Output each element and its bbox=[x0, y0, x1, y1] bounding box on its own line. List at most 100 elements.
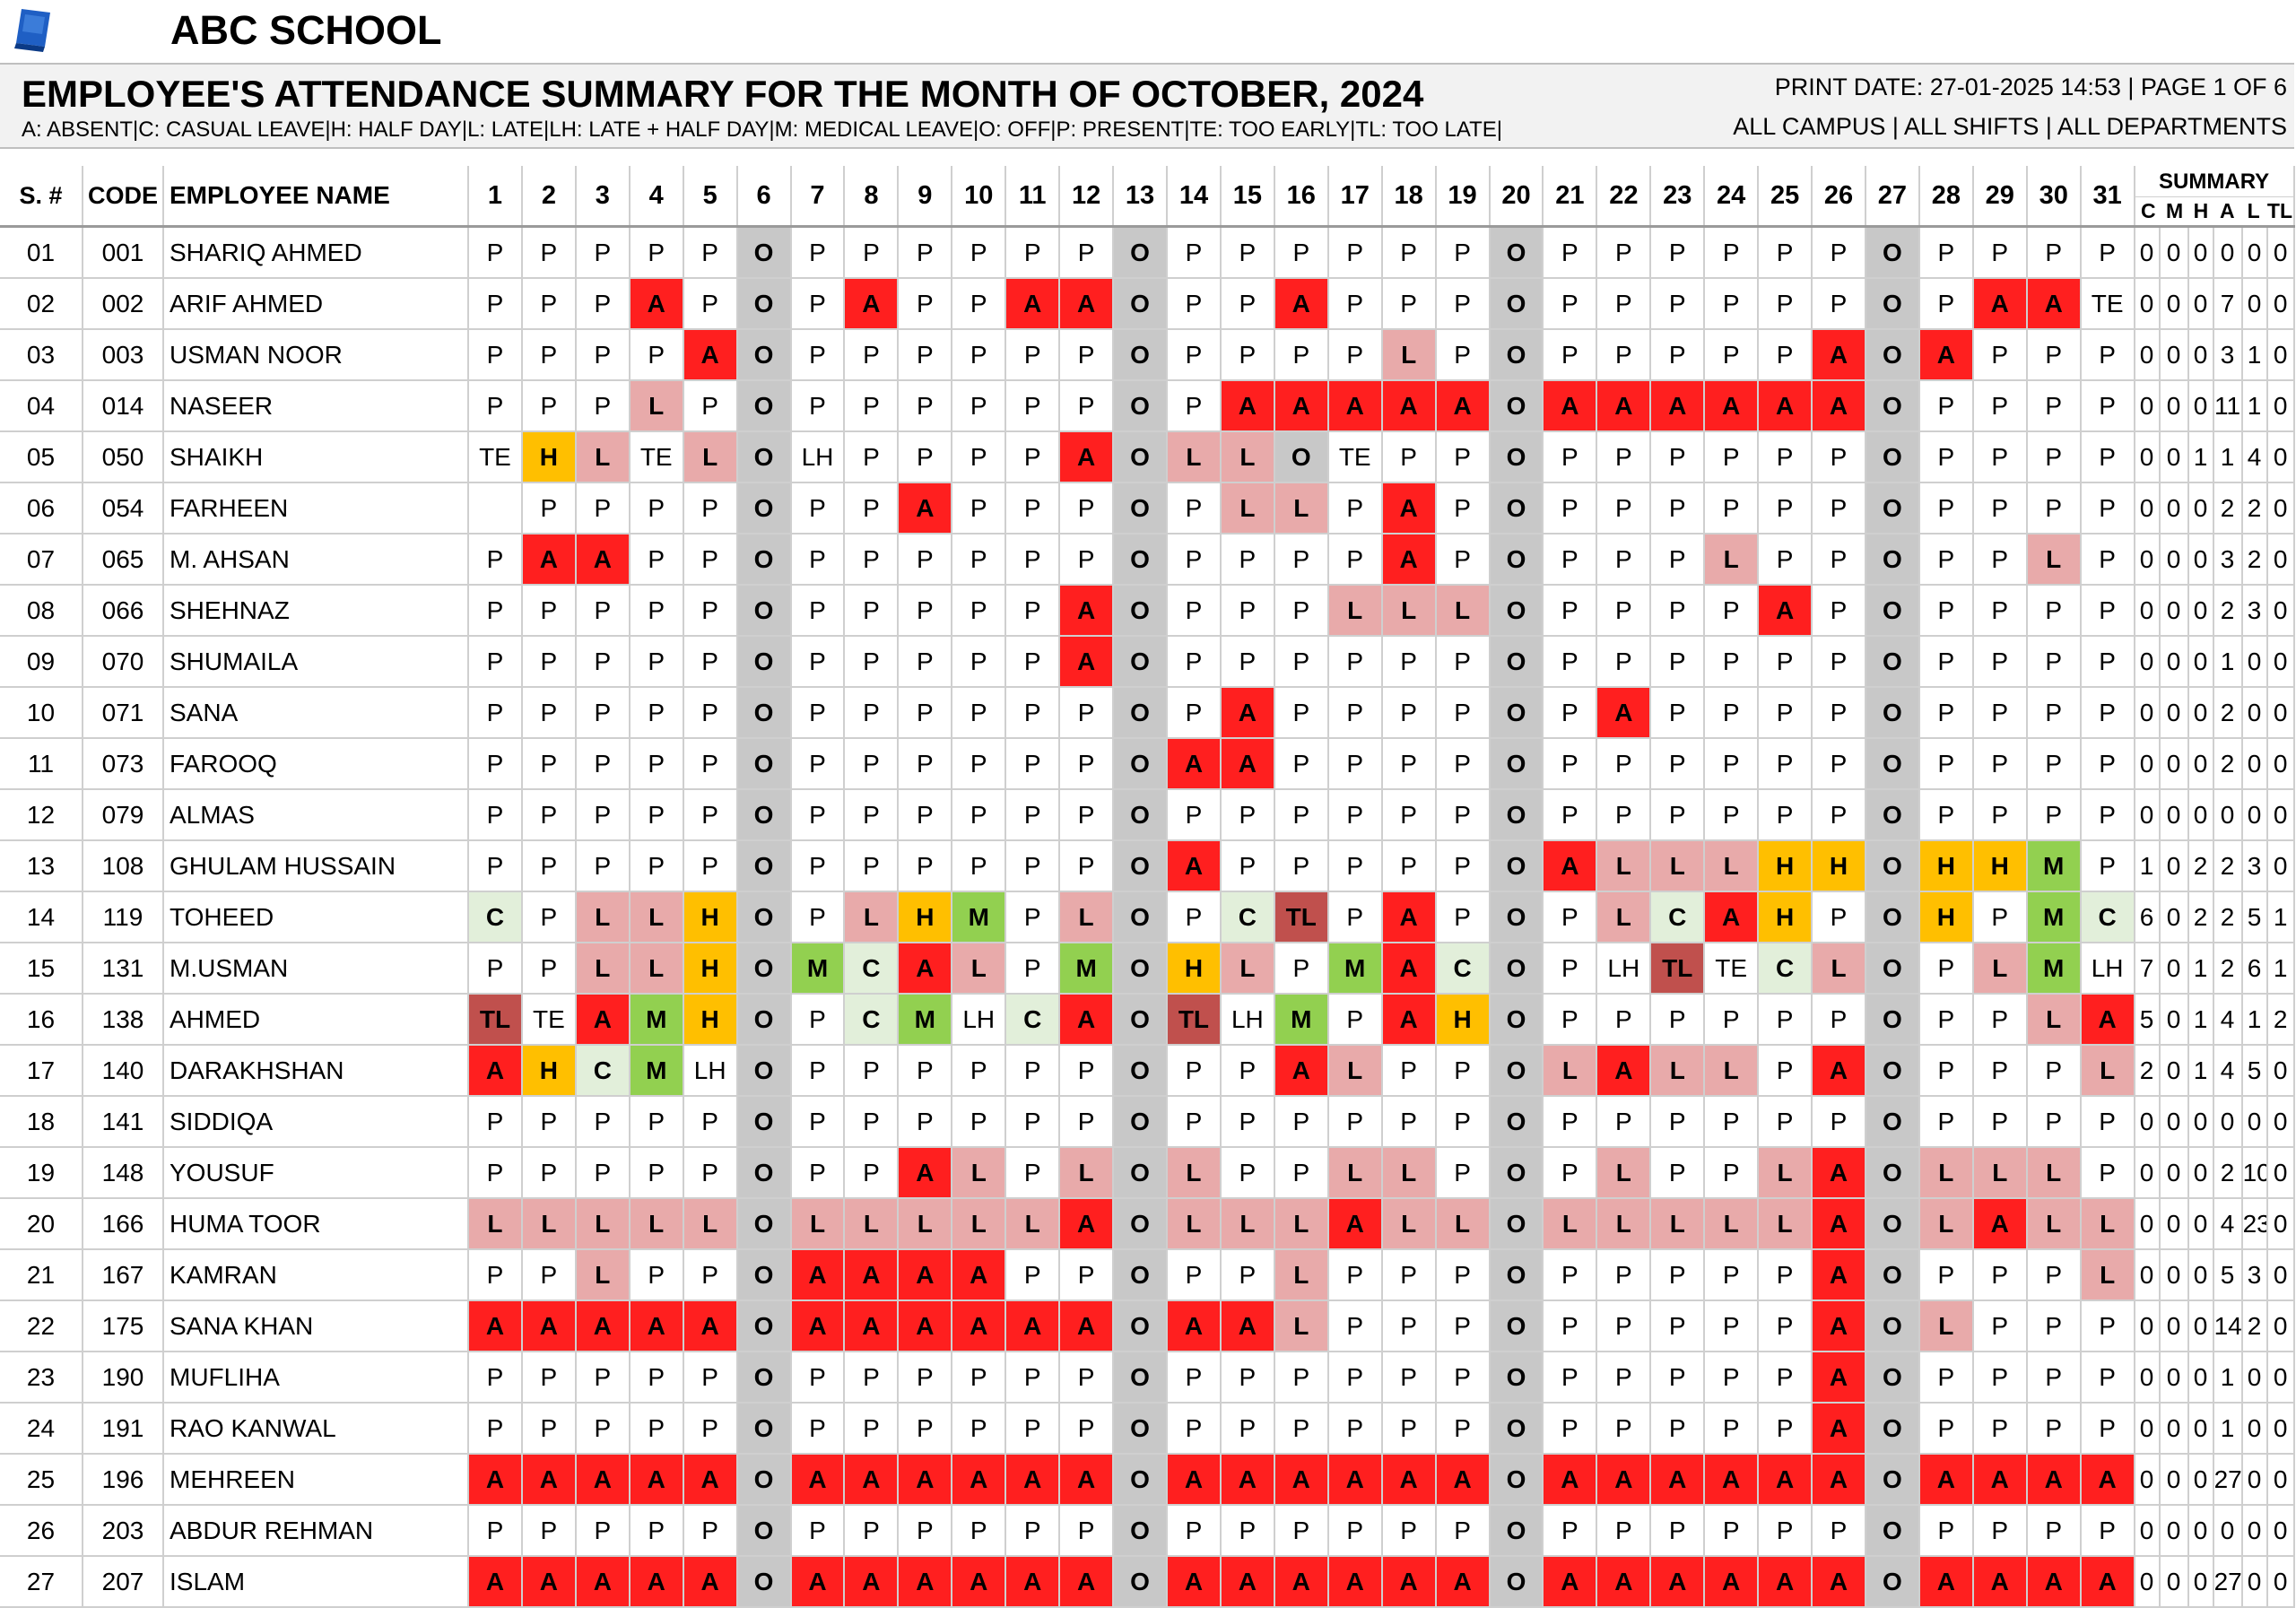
summary-cell-c: 0 bbox=[2134, 687, 2161, 739]
day-cell: P bbox=[1972, 1249, 2028, 1301]
summary-cell-c: 0 bbox=[2134, 1352, 2161, 1404]
summary-cell-l: 3 bbox=[2241, 585, 2268, 637]
day-cell: P bbox=[1972, 1403, 2028, 1455]
day-cell: A bbox=[844, 1300, 900, 1352]
day-cell: P bbox=[521, 585, 577, 637]
col-header-day-29: 29 bbox=[1972, 166, 2028, 228]
col-header-day-3: 3 bbox=[575, 166, 631, 228]
day-cell: P bbox=[1005, 789, 1061, 841]
day-cell: O bbox=[1865, 1505, 1920, 1557]
day-cell: L bbox=[575, 891, 631, 943]
day-cell: P bbox=[2026, 482, 2082, 535]
summary-cell-h: 0 bbox=[2187, 1505, 2214, 1557]
table-row: 22 175 SANA KHAN A A A A A O A A A A A A O A A L P P P O P P P P P A… bbox=[0, 1300, 2295, 1352]
day-cell: O bbox=[1489, 1300, 1544, 1352]
day-cell: P bbox=[790, 789, 846, 841]
day-cell: H bbox=[521, 1045, 577, 1097]
summary-cell-c: 0 bbox=[2134, 380, 2161, 432]
day-cell: P bbox=[1220, 1403, 1275, 1455]
day-cell: O bbox=[1489, 636, 1544, 688]
day-cell: A bbox=[2080, 994, 2135, 1046]
day-cell: P bbox=[1543, 431, 1598, 483]
day-cell: A bbox=[1972, 1198, 2028, 1250]
day-cell: P bbox=[1005, 534, 1061, 586]
row-code: 071 bbox=[83, 687, 164, 739]
day-cell: P bbox=[1381, 278, 1437, 330]
day-cell: P bbox=[683, 585, 738, 637]
day-cell: A bbox=[1596, 1556, 1652, 1608]
day-cell: P bbox=[844, 840, 900, 892]
row-employee-name: SIDDIQA bbox=[163, 1096, 469, 1148]
day-cell: P bbox=[844, 380, 900, 432]
day-cell: P bbox=[1758, 278, 1813, 330]
day-cell: P bbox=[1972, 1352, 2028, 1404]
day-cell: P bbox=[575, 329, 631, 381]
day-cell: P bbox=[1059, 789, 1115, 841]
day-cell: P bbox=[1005, 1403, 1061, 1455]
day-cell: L bbox=[2080, 1198, 2135, 1250]
day-cell: P bbox=[521, 1249, 577, 1301]
summary-cell-c: 0 bbox=[2134, 1505, 2161, 1557]
day-cell: A bbox=[1274, 278, 1329, 330]
day-cell: TE bbox=[629, 431, 684, 483]
day-cell: P bbox=[1005, 1505, 1061, 1557]
day-cell: P bbox=[1005, 329, 1061, 381]
day-cell: P bbox=[1704, 1352, 1760, 1404]
day-cell: P bbox=[1274, 1096, 1329, 1148]
day-cell: P bbox=[1650, 636, 1706, 688]
day-cell: L bbox=[1381, 1198, 1437, 1250]
day-cell: P bbox=[683, 840, 738, 892]
day-cell: A bbox=[1543, 1454, 1598, 1506]
col-header-day-22: 22 bbox=[1596, 166, 1652, 228]
day-cell: O bbox=[736, 1300, 792, 1352]
day-cell: P bbox=[468, 840, 523, 892]
day-cell: P bbox=[1327, 687, 1383, 739]
day-cell: A bbox=[1812, 1454, 1866, 1506]
day-cell: P bbox=[790, 1147, 846, 1199]
day-cell: P bbox=[790, 994, 846, 1046]
day-cell: A bbox=[629, 1454, 684, 1506]
day-cell: L bbox=[468, 1198, 523, 1250]
day-cell: O bbox=[1865, 738, 1920, 790]
day-cell: L bbox=[629, 380, 684, 432]
day-cell: P bbox=[1596, 738, 1652, 790]
day-cell: L bbox=[2080, 1249, 2135, 1301]
day-cell: M bbox=[629, 994, 684, 1046]
summary-cell-l: 1 bbox=[2241, 329, 2268, 381]
day-cell: P bbox=[1758, 687, 1813, 739]
day-cell: O bbox=[1489, 687, 1544, 739]
day-cell: P bbox=[2026, 687, 2082, 739]
summary-cell-h: 0 bbox=[2187, 226, 2214, 279]
day-cell: A bbox=[1274, 1045, 1329, 1097]
day-cell: P bbox=[1166, 380, 1222, 432]
day-cell: A bbox=[1758, 1454, 1813, 1506]
table-row: 27 207 ISLAM A A A A A O A A A A A A O A A A A A A O A A A A A A O A A A… bbox=[0, 1556, 2295, 1608]
day-cell: LH bbox=[952, 994, 1007, 1046]
day-cell: TE bbox=[468, 431, 523, 483]
summary-cell-l: 5 bbox=[2241, 1045, 2268, 1097]
day-cell: P bbox=[683, 380, 738, 432]
day-cell: P bbox=[1812, 1096, 1866, 1148]
day-cell: P bbox=[1220, 1249, 1275, 1301]
day-cell: O bbox=[1113, 1505, 1168, 1557]
day-cell: O bbox=[1489, 226, 1544, 279]
table-row: 05 050 SHAIKH TE H L TE L O LH P P P P A O L L O TE P P O P P P P P… bbox=[0, 431, 2295, 483]
day-cell: P bbox=[1812, 687, 1866, 739]
day-cell: L bbox=[1220, 1198, 1275, 1250]
day-cell: P bbox=[1220, 840, 1275, 892]
day-cell: P bbox=[1543, 226, 1598, 279]
day-cell: C bbox=[1005, 994, 1061, 1046]
row-sno: 24 bbox=[0, 1403, 83, 1455]
day-cell: P bbox=[1650, 585, 1706, 637]
day-cell: P bbox=[1166, 1096, 1222, 1148]
row-employee-name: MEHREEN bbox=[163, 1454, 469, 1506]
col-header-sno: S. # bbox=[0, 166, 83, 228]
row-code: 175 bbox=[83, 1300, 164, 1352]
day-cell: P bbox=[1596, 585, 1652, 637]
day-cell: H bbox=[1812, 840, 1866, 892]
summary-cell-a: 14 bbox=[2213, 1300, 2243, 1352]
day-cell: L bbox=[1381, 585, 1437, 637]
day-cell: L bbox=[1381, 329, 1437, 381]
day-cell: P bbox=[1005, 380, 1061, 432]
summary-cell-c: 0 bbox=[2134, 1096, 2161, 1148]
